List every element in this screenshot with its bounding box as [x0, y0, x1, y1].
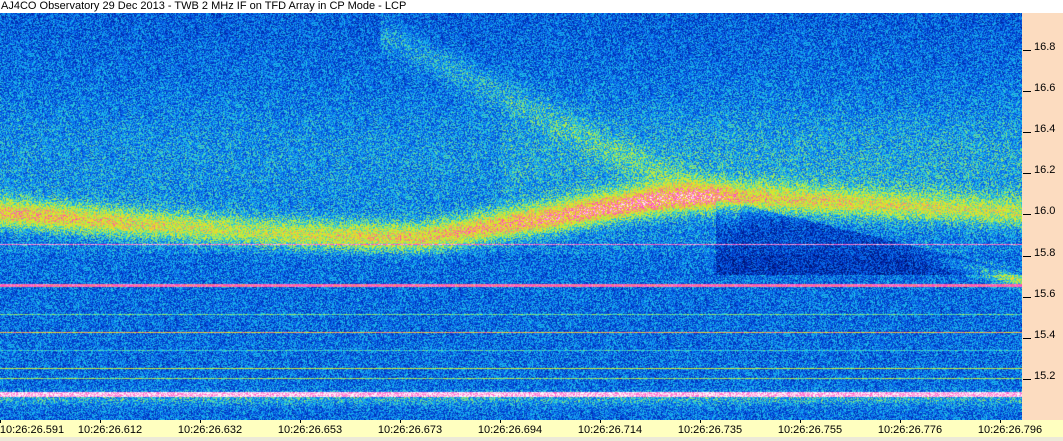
- x-tick-label: 10:26:26.612: [77, 424, 143, 436]
- y-tick-label: 16.2: [1034, 164, 1056, 177]
- y-tick-label: 15.8: [1034, 246, 1056, 259]
- x-tick-label: 10:26:26.755: [777, 424, 843, 436]
- x-tick: [600, 420, 601, 423]
- x-tick: [200, 420, 201, 423]
- y-tick: [1023, 91, 1031, 93]
- x-tick: [0, 420, 1, 423]
- y-tick-label: 15.6: [1034, 287, 1056, 300]
- y-tick-label: 16.8: [1034, 41, 1056, 53]
- y-tick: [1023, 214, 1031, 216]
- x-tick-label: 10:26:26.653: [277, 424, 343, 436]
- x-tick: [900, 420, 901, 423]
- y-tick: [1023, 337, 1031, 339]
- y-tick: [1023, 296, 1031, 298]
- y-tick-label: 16.4: [1034, 123, 1056, 136]
- x-tick-label: 10:26:26.694: [477, 424, 543, 436]
- x-tick-label: 10:26:26.673: [377, 424, 443, 436]
- window-title: AJ4CO Observatory 29 Dec 2013 - TWB 2 MH…: [0, 0, 1063, 13]
- y-tick: [1023, 378, 1031, 380]
- y-tick-label: 16.6: [1034, 82, 1056, 95]
- x-tick-label: 10:26:26.591: [0, 424, 65, 436]
- x-axis: 10:26:26.591 10:26:26.612 10:26:26.632 10:2…: [0, 420, 1063, 437]
- y-tick-label: 15.2: [1034, 369, 1056, 382]
- y-tick: [1023, 173, 1031, 175]
- x-tick: [800, 420, 801, 423]
- y-tick: [1023, 50, 1031, 51]
- y-tick: [1023, 255, 1031, 257]
- y-tick-label: 16.0: [1034, 205, 1056, 218]
- y-axis: 15.2 15.4 15.6 15.8 16.0 16.2 16.4 16.6 16.8: [1022, 13, 1063, 420]
- x-tick: [100, 420, 101, 423]
- x-tick: [500, 420, 501, 423]
- x-tick-label: 10:26:26.735: [677, 424, 743, 436]
- x-tick: [400, 420, 401, 423]
- x-tick-label: 10:26:26.714: [577, 424, 643, 436]
- x-tick-label: 10:26:26.632: [177, 424, 243, 436]
- y-tick: [1023, 132, 1031, 134]
- x-tick-label: 10:26:26.776: [877, 424, 943, 436]
- y-tick-label: 15.4: [1034, 328, 1056, 341]
- spectrogram-heatmap: [0, 13, 1022, 420]
- x-tick: [700, 420, 701, 423]
- x-tick: [1000, 420, 1001, 423]
- x-tick-label: 10:26:26.796: [977, 424, 1043, 436]
- x-tick: [300, 420, 301, 423]
